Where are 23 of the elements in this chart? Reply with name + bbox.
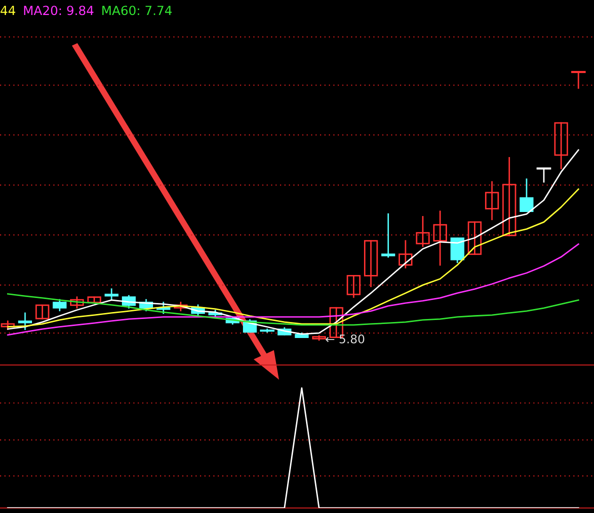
candlestick xyxy=(381,213,396,258)
candlestick xyxy=(485,181,499,220)
candlestick xyxy=(571,70,586,89)
candlestick xyxy=(554,122,568,170)
candlestick xyxy=(52,299,67,312)
candlestick xyxy=(18,312,32,330)
candlestick xyxy=(433,210,448,266)
text: MA60: 7.74 xyxy=(102,6,172,16)
text: MA20: 9.84 xyxy=(24,6,94,16)
candlestick xyxy=(468,221,482,255)
candlestick xyxy=(536,167,552,183)
annotation: ← 5.80 xyxy=(326,334,364,344)
text: 44 xyxy=(0,6,16,15)
candlestick xyxy=(346,274,361,298)
candlestick xyxy=(520,178,534,212)
candlestick xyxy=(450,237,464,263)
candlestick xyxy=(70,296,84,309)
candlestick xyxy=(416,216,430,247)
candlestick xyxy=(364,240,378,288)
candlestick xyxy=(502,157,516,236)
candlestick xyxy=(104,288,118,300)
candlestick xyxy=(35,304,50,320)
candlestick xyxy=(398,240,412,268)
